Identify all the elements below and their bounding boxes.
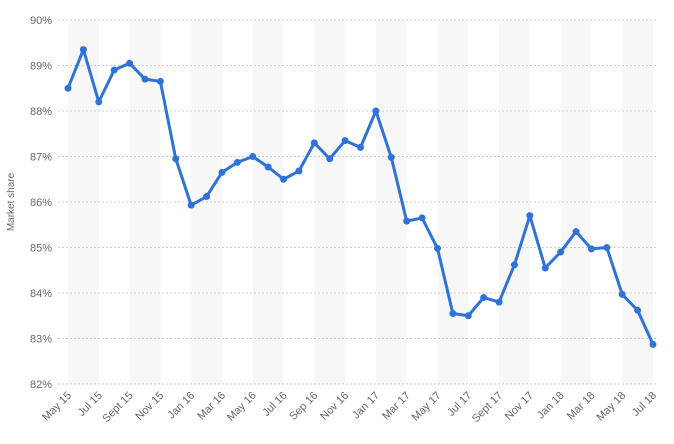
data-point [418, 214, 426, 222]
data-point [480, 294, 488, 302]
data-point [249, 153, 257, 160]
data-point [64, 84, 72, 92]
y-tick-label: 90% [30, 15, 52, 27]
data-point [464, 312, 472, 320]
data-point [634, 306, 642, 314]
data-point [618, 290, 626, 298]
data-point [187, 201, 195, 209]
data-point [541, 264, 549, 272]
data-point [526, 212, 534, 220]
x-tick-label: Jan 16 [165, 390, 197, 422]
data-point [433, 244, 441, 252]
x-tick-label: Nov 15 [133, 390, 166, 423]
data-point [95, 98, 103, 106]
data-point [372, 107, 380, 115]
data-point [649, 340, 657, 348]
data-point [280, 175, 288, 183]
y-tick-label: 85% [30, 243, 52, 255]
data-point [510, 261, 518, 269]
x-tick-label: Mar 16 [195, 390, 228, 423]
data-point [495, 298, 503, 306]
x-tick-label: Sept 15 [100, 390, 135, 425]
data-point [587, 245, 595, 253]
x-tick-label: May 18 [594, 390, 628, 424]
x-tick-label: Mar 18 [565, 390, 598, 423]
data-point [341, 137, 349, 145]
x-tick-label: Jul 18 [630, 390, 659, 419]
x-tick-label: Jul 15 [76, 390, 105, 419]
x-tick-label: Jul 17 [445, 390, 474, 419]
x-tick-label: Jan 18 [535, 390, 567, 422]
y-tick-label: 83% [30, 334, 52, 346]
x-tick-label: Nov 17 [503, 390, 536, 423]
data-point [387, 153, 395, 161]
data-point [156, 77, 164, 85]
data-point [264, 163, 272, 171]
data-point [203, 193, 211, 201]
x-tick-label: Jan 17 [350, 390, 382, 422]
data-point [295, 167, 303, 175]
data-point [557, 248, 565, 256]
data-point [403, 217, 411, 225]
data-point [233, 158, 241, 166]
data-point [572, 228, 580, 236]
x-tick-label: May 15 [40, 390, 74, 424]
data-point [141, 75, 149, 83]
y-axis-label: Market share [6, 172, 17, 231]
y-tick-label: 88% [30, 106, 52, 118]
x-tick-label: May 16 [225, 390, 259, 424]
y-tick-label: 86% [30, 197, 52, 209]
data-point [110, 66, 118, 74]
y-tick-label: 84% [30, 288, 52, 300]
data-point [172, 155, 180, 163]
y-tick-label: 89% [30, 61, 52, 73]
x-tick-label: Mar 17 [380, 390, 413, 423]
data-point [326, 155, 334, 163]
y-tick-label: 82% [30, 379, 52, 391]
x-tick-label: Nov 16 [318, 390, 351, 423]
data-point [126, 59, 134, 67]
x-tick-label: Jul 16 [260, 390, 289, 419]
data-point [310, 139, 318, 147]
data-point [79, 46, 87, 54]
x-tick-label: Sep 16 [287, 390, 320, 423]
data-point [603, 244, 611, 251]
data-point [357, 143, 364, 151]
data-point [449, 309, 457, 317]
y-tick-label: 87% [30, 152, 52, 164]
data-point [218, 168, 226, 176]
x-tick-label: May 17 [410, 390, 444, 424]
x-tick-label: Sept 17 [470, 390, 505, 425]
